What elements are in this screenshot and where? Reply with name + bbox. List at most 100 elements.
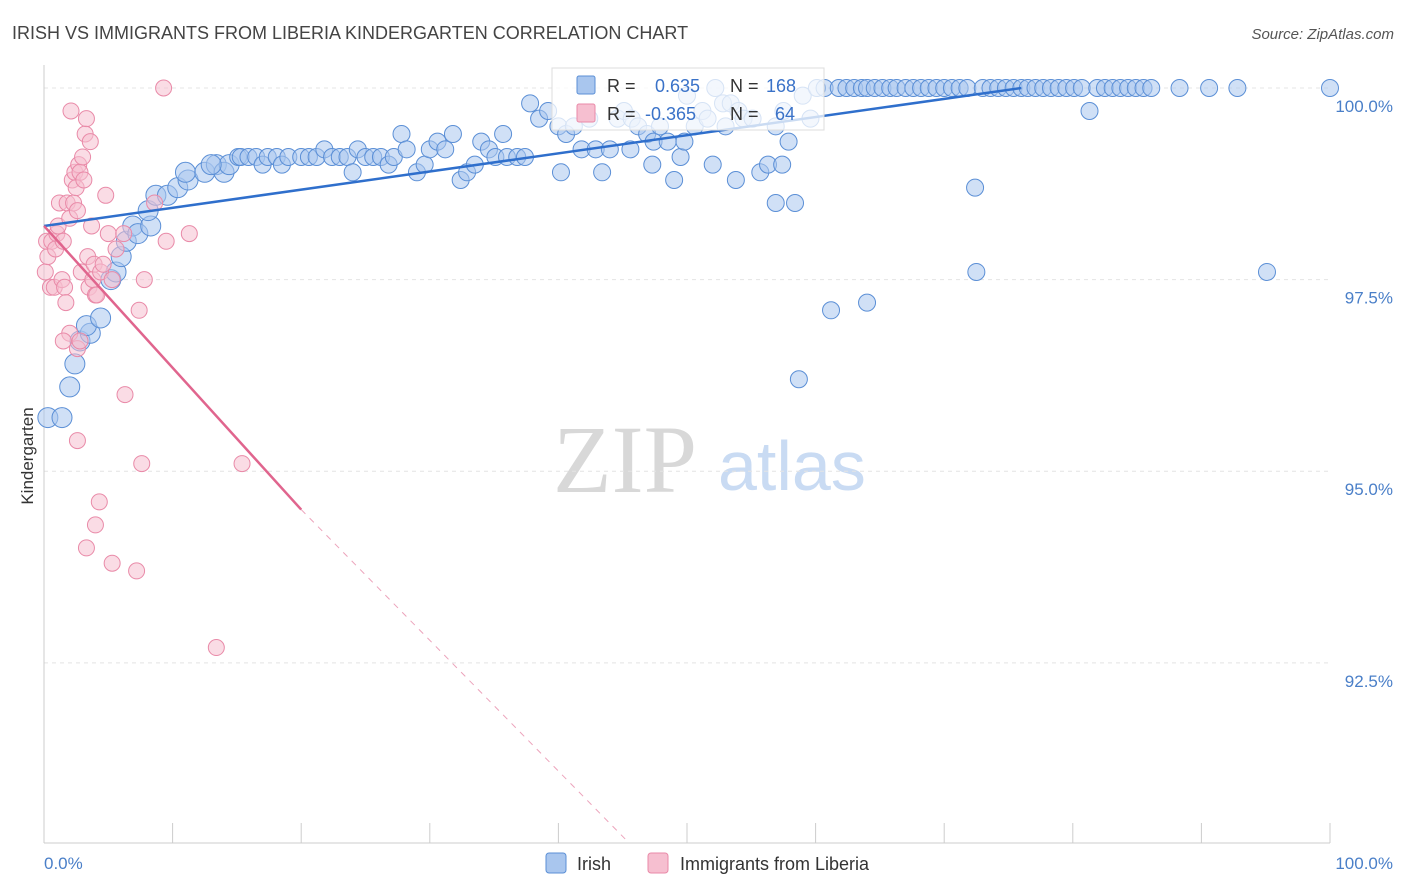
irish-point-163	[621, 140, 640, 159]
liberia-point-36	[88, 286, 106, 304]
irish-point-42	[343, 163, 362, 182]
irish-point-1	[51, 407, 73, 429]
irish-point-3	[64, 353, 86, 375]
irish-point-20	[174, 161, 196, 183]
liberia-point-56	[90, 493, 108, 511]
irish-trend-line	[43, 86, 1022, 228]
liberia-point-26	[75, 171, 93, 189]
stats-liberia-r-label: R =	[607, 104, 636, 124]
irish-point-102	[779, 132, 798, 151]
trend-lines	[43, 86, 1022, 844]
irish-point-152	[1200, 78, 1219, 97]
x-tick-label-1: 100.0%	[1335, 854, 1393, 873]
liberia-point-40	[99, 225, 117, 243]
irish-point-76	[593, 163, 612, 182]
irish-point-155	[1321, 78, 1339, 97]
irish-point-151	[1170, 78, 1189, 97]
irish-point-7	[90, 307, 112, 329]
liberia-point-53	[68, 432, 86, 450]
irish-point-55	[436, 140, 455, 159]
liberia-point-47	[157, 232, 175, 250]
liberia-point-38	[94, 255, 112, 273]
x-tick-label-0: 0.0%	[44, 854, 83, 873]
liberia-point-32	[83, 217, 101, 235]
irish-point-85	[658, 132, 677, 151]
bottom-legend: Irish Immigrants from Liberia	[545, 852, 870, 874]
stats-irish-n-label: N =	[730, 76, 759, 96]
legend-irish-label: Irish	[577, 854, 611, 874]
liberia-point-51	[71, 332, 89, 350]
liberia-trend-extension	[300, 509, 630, 844]
liberia-point-62	[180, 225, 198, 243]
liberia-point-55	[233, 455, 251, 473]
series-irish-points	[37, 78, 1339, 429]
irish-point-159	[773, 155, 792, 174]
stats-irish-r-label: R =	[607, 76, 636, 96]
legend-liberia-label: Immigrants from Liberia	[680, 854, 870, 874]
liberia-point-58	[77, 539, 95, 557]
stats-irish-swatch	[576, 75, 596, 95]
stats-liberia-n-value: 64	[775, 104, 795, 124]
irish-point-157	[703, 155, 722, 174]
liberia-trend-line	[43, 225, 303, 511]
irish-point-86	[665, 170, 684, 189]
irish-point-153	[1228, 78, 1247, 97]
irish-point-56	[443, 124, 462, 143]
irish-point-127	[966, 178, 985, 197]
liberia-point-41	[103, 271, 121, 289]
liberia-point-31	[81, 133, 99, 151]
liberia-point-11	[54, 232, 72, 250]
legend-liberia-swatch	[647, 852, 669, 874]
watermark-atlas: atlas	[718, 427, 866, 505]
legend-irish-swatch	[545, 852, 567, 874]
liberia-point-45	[135, 271, 153, 289]
stats-legend-box: R = 0.635 N = 168 R = -0.365 N = 64	[551, 67, 825, 131]
liberia-point-42	[107, 240, 125, 258]
irish-point-2	[59, 376, 81, 398]
stats-irish-r-value: 0.635	[655, 76, 700, 96]
irish-point-162	[858, 293, 877, 312]
irish-point-160	[789, 370, 808, 389]
y-tick-label-3: 92.5%	[1345, 672, 1393, 691]
irish-point-49	[392, 124, 411, 143]
irish-point-63	[494, 124, 513, 143]
irish-point-87	[671, 147, 690, 166]
liberia-point-60	[128, 562, 146, 580]
irish-point-25	[200, 154, 222, 176]
irish-point-158	[726, 170, 745, 189]
stats-box-frame	[551, 67, 825, 131]
stats-liberia-r-value: -0.365	[645, 104, 696, 124]
liberia-point-39	[97, 186, 115, 204]
liberia-point-0	[36, 263, 54, 281]
irish-point-156	[766, 193, 785, 212]
irish-point-165	[643, 155, 662, 174]
liberia-point-28	[77, 110, 95, 128]
watermark-zip: ZIP	[553, 406, 697, 513]
liberia-point-59	[103, 554, 121, 572]
irish-point-50	[397, 140, 416, 159]
y-tick-label-1: 97.5%	[1345, 289, 1393, 308]
axes	[43, 65, 1331, 844]
gridlines	[44, 87, 1330, 664]
irish-point-161	[967, 262, 986, 281]
irish-point-108	[822, 301, 841, 320]
irish-point-164	[551, 163, 570, 182]
liberia-point-43	[115, 225, 133, 243]
stats-irish-n-value: 168	[766, 76, 796, 96]
liberia-point-44	[130, 301, 148, 319]
liberia-point-61	[207, 639, 225, 657]
chart-title: IRISH VS IMMIGRANTS FROM LIBERIA KINDERG…	[12, 23, 688, 43]
liberia-point-57	[86, 516, 104, 534]
liberia-point-63	[155, 79, 173, 97]
liberia-point-49	[54, 332, 72, 350]
liberia-point-25	[74, 148, 92, 166]
stats-liberia-n-label: N =	[730, 104, 759, 124]
liberia-point-12	[56, 278, 74, 296]
liberia-point-21	[68, 202, 86, 220]
irish-point-154	[1257, 262, 1276, 281]
liberia-point-54	[133, 455, 151, 473]
y-tick-label-0: 100.0%	[1335, 97, 1393, 116]
irish-point-77	[600, 140, 619, 159]
y-tick-labels: 100.0% 97.5% 95.0% 92.5%	[1335, 97, 1393, 691]
